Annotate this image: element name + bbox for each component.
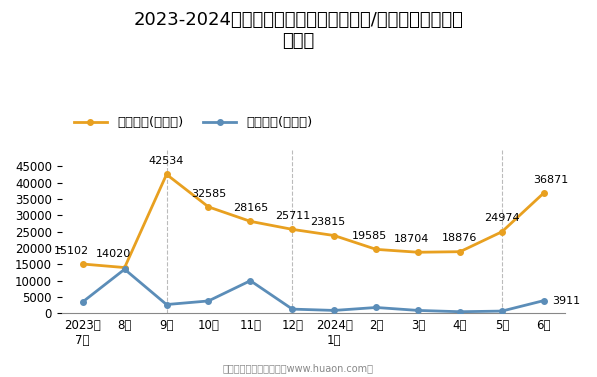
Text: 19585: 19585: [352, 231, 387, 241]
Text: 15102: 15102: [54, 246, 89, 256]
Text: 42534: 42534: [149, 156, 184, 166]
Text: 14020: 14020: [96, 249, 131, 259]
Text: 18704: 18704: [393, 234, 429, 244]
Text: 23815: 23815: [310, 217, 345, 227]
Text: 36871: 36871: [533, 175, 568, 185]
Legend: 出口总额(千美元), 进口总额(千美元): 出口总额(千美元), 进口总额(千美元): [68, 111, 318, 135]
Text: 制图：华经产业研究院（www.huaon.com）: 制图：华经产业研究院（www.huaon.com）: [223, 363, 374, 373]
Text: 3911: 3911: [552, 296, 580, 306]
Text: 25711: 25711: [275, 211, 310, 221]
Text: 2023-2024年珠海横琴新区（境内目的地/货源地）进、出口
额统计: 2023-2024年珠海横琴新区（境内目的地/货源地）进、出口 额统计: [134, 11, 463, 50]
Text: 28165: 28165: [233, 203, 268, 213]
Text: 18876: 18876: [442, 233, 478, 244]
Text: 24974: 24974: [484, 213, 520, 224]
Text: 32585: 32585: [191, 188, 226, 199]
